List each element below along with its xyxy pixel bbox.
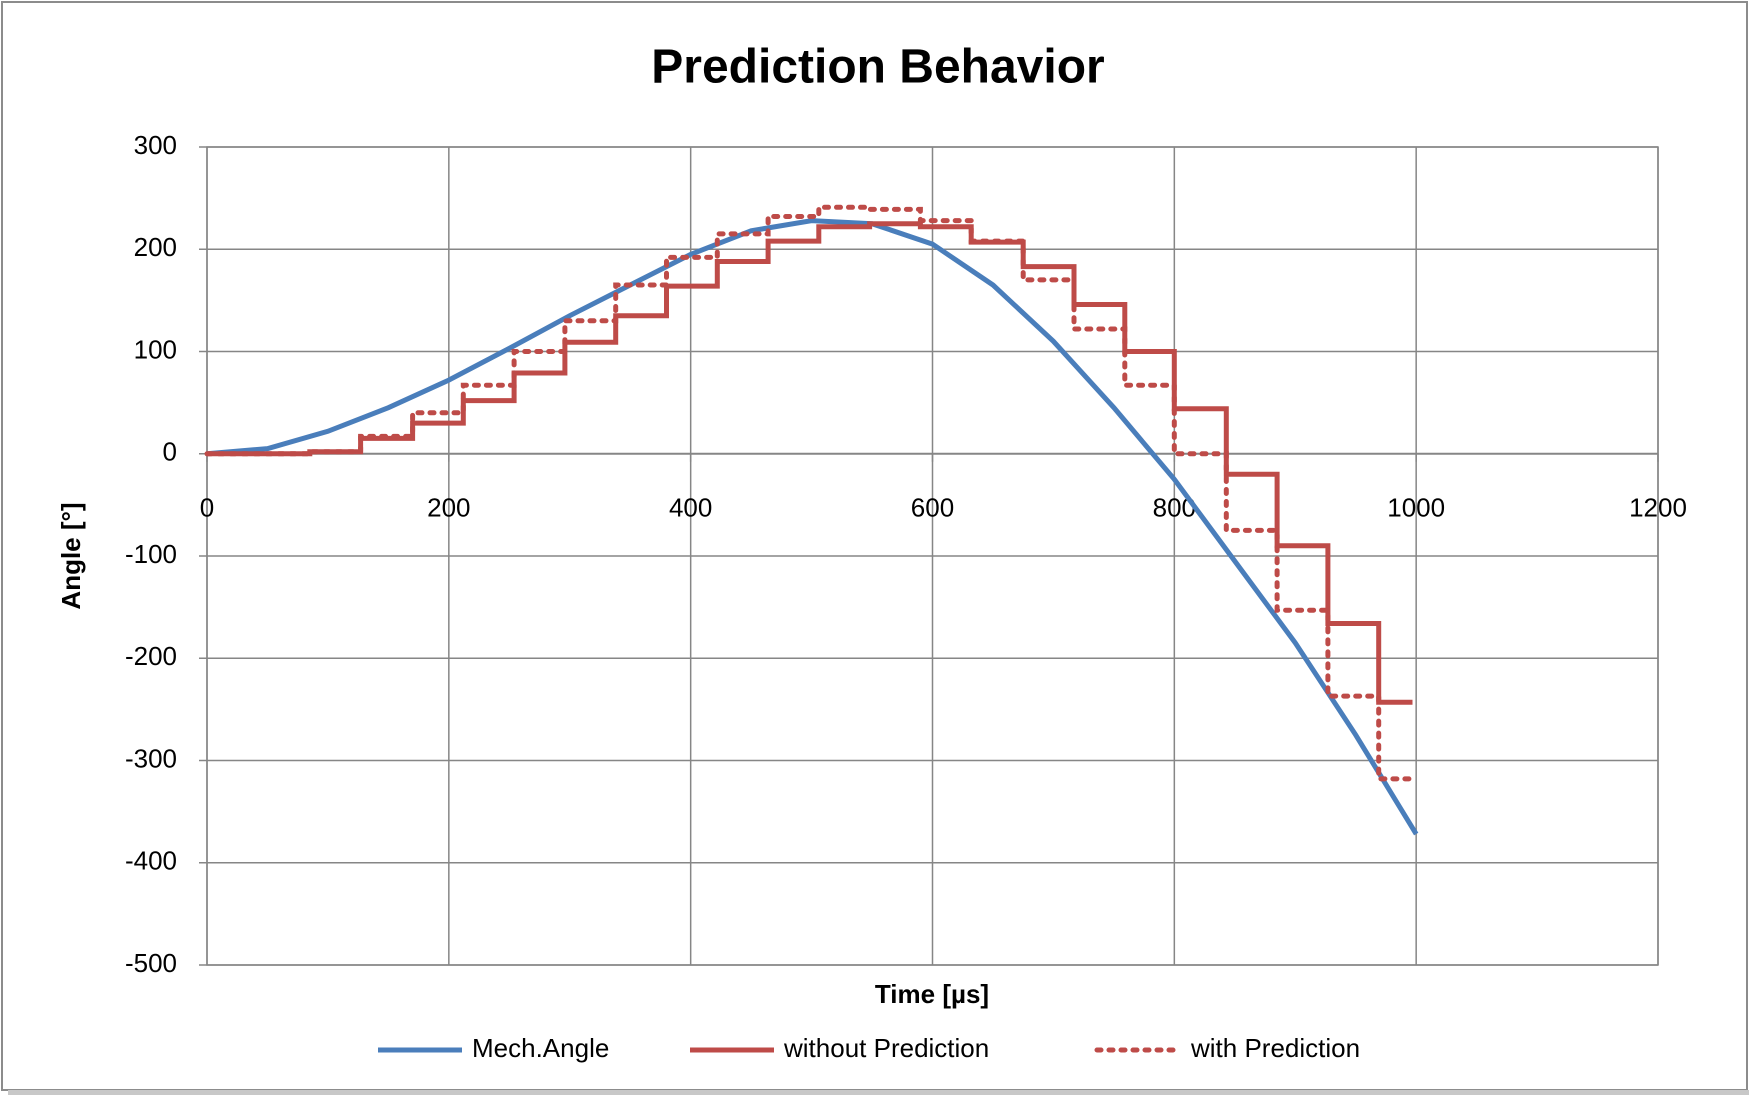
series-line [204,204,1415,782]
chart-title: Prediction Behavior [651,41,1104,94]
x-tick-label: 0 [200,493,214,523]
x-tick-label: 600 [911,493,954,523]
series-line [206,218,1419,836]
legend-label: without Prediction [783,1033,989,1063]
frame-shadow [8,1090,1749,1095]
y-tick-label: 200 [134,232,177,262]
x-tick-label: 200 [427,493,470,523]
y-tick-label: -300 [125,743,177,773]
legend-label: with Prediction [1190,1033,1360,1063]
y-tick-label: 300 [134,130,177,160]
x-tick-label: 400 [669,493,712,523]
y-tick-label: 100 [134,334,177,364]
legend-label: Mech.Angle [472,1033,609,1063]
x-tick-label: 1200 [1629,493,1687,523]
y-tick-label: -200 [125,641,177,671]
x-axis-label: Time [µs] [875,979,989,1009]
x-tick-label: 1000 [1387,493,1445,523]
y-tick-label: -400 [125,846,177,876]
y-tick-label: -100 [125,539,177,569]
y-axis-label: Angle [°] [56,502,86,609]
y-tick-label: -500 [125,948,177,978]
y-tick-label: 0 [163,437,177,467]
